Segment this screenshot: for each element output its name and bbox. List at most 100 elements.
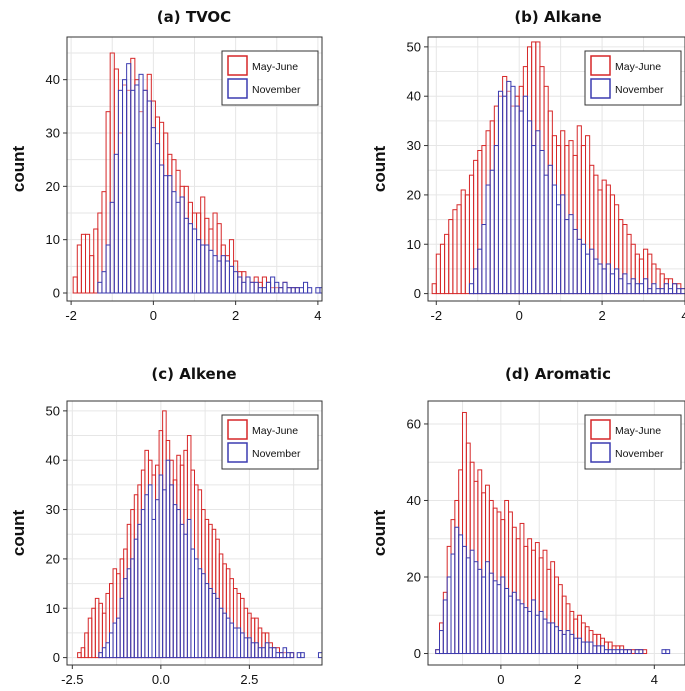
histogram-bar (159, 164, 165, 294)
histogram-bar (603, 649, 609, 655)
histogram-bar (435, 649, 441, 655)
histogram-bar (229, 622, 234, 659)
panel-title: (c) Alkene (151, 365, 236, 383)
histogram-bar (630, 649, 636, 655)
histogram-bar (573, 637, 579, 655)
histogram-bar (547, 164, 553, 295)
histogram-bar (179, 523, 185, 659)
histogram-bar (596, 645, 602, 655)
histogram-bar (526, 120, 533, 295)
histogram-bar (514, 105, 520, 295)
histogram-bar (618, 278, 624, 295)
histogram-bar (169, 484, 174, 659)
x-tick-label: 4 (681, 308, 685, 323)
histogram-bar (204, 583, 210, 659)
histogram-bar (481, 576, 487, 655)
histogram-bar (580, 641, 586, 655)
histogram-bar (554, 626, 559, 655)
legend-swatch-may-june (590, 55, 611, 76)
chart-panel-3: (c) Alkene 0 10 20 30 40 50 -2.5 0.0 2.5 count May-… (9, 365, 333, 687)
histogram-bar (89, 255, 95, 294)
histogram-bar (105, 244, 111, 294)
histogram-bar (593, 258, 599, 295)
histogram-bar (98, 652, 103, 659)
histogram-bar (176, 509, 181, 659)
histogram-bar (534, 614, 540, 655)
plot-frame (427, 36, 685, 302)
histogram-bar (626, 283, 632, 295)
y-tick-label: 20 (407, 187, 421, 202)
x-tick-label: 4 (651, 672, 658, 687)
histogram-bar (80, 647, 86, 659)
legend-swatch-november (590, 442, 611, 463)
histogram-bar (190, 548, 195, 659)
histogram-bar (444, 233, 450, 295)
histogram-bar (240, 632, 245, 659)
x-tick-label: -2 (65, 308, 77, 323)
histogram-bar (496, 584, 502, 655)
histogram-bar (116, 617, 121, 659)
histogram-bar (458, 534, 464, 655)
histogram-bar (584, 641, 590, 655)
histogram-bar (109, 632, 114, 659)
histogram-bar (546, 622, 552, 655)
histogram-bar (672, 283, 678, 295)
histogram-bar (278, 287, 284, 294)
histogram-bar (147, 484, 153, 659)
histogram-bar (201, 573, 206, 659)
y-tick-label: 20 (46, 551, 60, 566)
histogram-bar (651, 283, 657, 295)
legend-label-may-june: May-June (252, 61, 298, 73)
histogram-bar (249, 281, 255, 294)
histogram-bar (261, 647, 266, 659)
histogram-bar (126, 568, 132, 659)
histogram-bar (539, 149, 545, 295)
histogram-bar (464, 194, 470, 295)
histogram-bar (502, 95, 508, 295)
histogram-bar (247, 637, 252, 659)
x-tick-label: 2 (598, 308, 605, 323)
histogram-bar (485, 184, 491, 295)
series-november-bars (468, 80, 685, 295)
histogram-bar (155, 499, 160, 659)
histogram-bar (477, 248, 483, 295)
histogram-bar (572, 228, 578, 295)
histogram-bar (531, 599, 536, 655)
histogram-bar (298, 287, 304, 294)
histogram-bar (667, 288, 674, 295)
histogram-bar (492, 580, 498, 655)
histogram-bar (172, 504, 178, 659)
histogram-bar (98, 602, 103, 659)
histogram-bar (469, 549, 475, 655)
histogram-bar (518, 110, 524, 295)
histogram-bar (626, 649, 632, 655)
histogram-bar (619, 649, 625, 655)
histogram-bar (163, 175, 169, 294)
histogram-bar (329, 648, 333, 658)
histogram-bar (597, 263, 603, 295)
legend-label-november: November (252, 448, 301, 460)
histogram-bar (609, 273, 616, 295)
histogram-bar (279, 652, 284, 659)
histogram-bar (576, 238, 582, 295)
plot-frame (66, 400, 323, 666)
histogram-bar (468, 174, 475, 295)
x-tick-label: 0 (516, 308, 523, 323)
histogram-bar (196, 239, 202, 294)
histogram-bar (493, 145, 499, 295)
legend: May-June November (221, 414, 319, 470)
histogram-bar (614, 268, 620, 295)
histogram-bar (97, 281, 103, 294)
histogram-bar (215, 597, 220, 659)
histogram-bar (84, 632, 89, 659)
histogram-bar (542, 618, 548, 655)
histogram-bar (183, 217, 189, 294)
x-tick-label: 0.0 (152, 672, 170, 687)
histogram-bar (488, 572, 494, 655)
histogram-bar (605, 263, 611, 295)
histogram-bar (569, 633, 575, 655)
histogram-bar (439, 243, 446, 295)
legend-label-november: November (615, 84, 664, 96)
histogram-bar (607, 649, 613, 655)
histogram-bar (225, 617, 231, 659)
